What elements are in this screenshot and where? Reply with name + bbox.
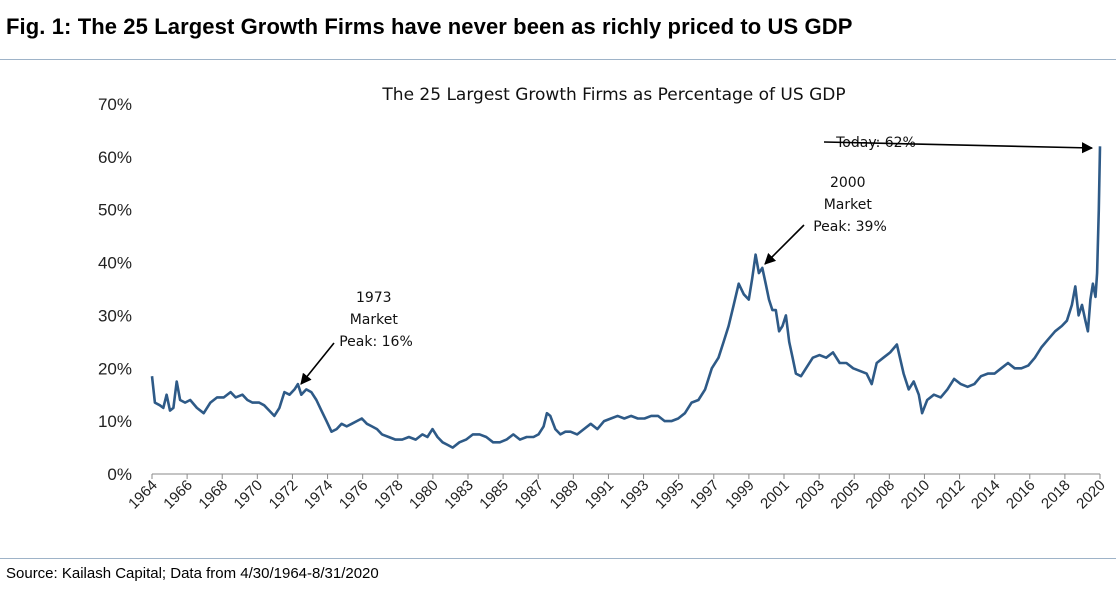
svg-text:2000 Market Peak:: 2000 Market Peak: 39% bbox=[813, 175, 887, 235]
x-tick-label: 2018 bbox=[1038, 477, 1074, 513]
x-tick-label: 1997 bbox=[687, 477, 723, 513]
figure-title: Fig. 1: The 25 Largest Growth Firms have… bbox=[6, 14, 853, 39]
x-tick-label: 2016 bbox=[1003, 477, 1039, 513]
line-chart: The 25 Largest Growth Firms as Percentag… bbox=[98, 85, 1109, 513]
top-rule bbox=[0, 59, 1116, 60]
annotation-2000-line-2: Market bbox=[824, 197, 873, 213]
y-tick-label: 50% bbox=[98, 201, 132, 220]
source-note: Source: Kailash Capital; Data from 4/30/… bbox=[6, 565, 379, 582]
annotation-1973-peak: 1973 Market Peak: 16% bbox=[300, 290, 413, 385]
x-tick-label: 2012 bbox=[933, 477, 969, 513]
x-tick-label: 1970 bbox=[231, 477, 267, 513]
annotation-1973-line-3: Peak: 16% bbox=[339, 334, 413, 350]
y-tick-label: 30% bbox=[98, 306, 132, 325]
x-tick-label: 2001 bbox=[757, 477, 793, 513]
annotation-1973-line-2: Market bbox=[350, 312, 399, 328]
x-tick-label: 2005 bbox=[827, 477, 863, 513]
annotation-2000-line-3: Peak: 39% bbox=[813, 219, 887, 235]
series-line bbox=[150, 146, 1102, 449]
x-tick-label: 1993 bbox=[617, 477, 653, 513]
annotation-2000-peak: 2000 Market Peak: 39% bbox=[764, 175, 887, 265]
x-tick-label: 2008 bbox=[863, 477, 899, 513]
annotation-today: Today: 62% bbox=[823, 135, 1094, 154]
x-tick-label: 1978 bbox=[371, 477, 407, 513]
y-axis: 0% 10% 20% 30% 40% 50% 60% 70% bbox=[98, 95, 132, 484]
x-tick-label: 1999 bbox=[722, 477, 758, 513]
x-tick-label: 1980 bbox=[406, 477, 442, 513]
annotation-1973-line-1: 1973 bbox=[356, 290, 392, 306]
x-tick-label: 2020 bbox=[1073, 477, 1109, 513]
x-tick-label: 1976 bbox=[336, 477, 372, 513]
y-tick-label: 40% bbox=[98, 254, 132, 273]
x-tick-label: 2014 bbox=[968, 477, 1004, 513]
plot-area bbox=[150, 146, 1102, 449]
x-tick-label: 1991 bbox=[582, 477, 618, 513]
x-axis: 1964 1966 1968 1970 1972 1974 1976 1978 1980 1983… bbox=[125, 473, 1109, 513]
x-tick-label: 1987 bbox=[511, 477, 547, 513]
chart-title: The 25 Largest Growth Firms as Percentag… bbox=[381, 85, 845, 105]
bottom-rule bbox=[0, 558, 1116, 559]
svg-text:1973 Market Peak:: 1973 Market Peak: 16% bbox=[339, 290, 413, 350]
x-tick-label: 1983 bbox=[441, 477, 477, 513]
x-tick-label: 1966 bbox=[160, 477, 196, 513]
x-tick-label: 2003 bbox=[792, 477, 828, 513]
x-tick-label: 1995 bbox=[652, 477, 688, 513]
annotation-today-arrow bbox=[823, 141, 1094, 154]
y-tick-label: 70% bbox=[98, 95, 132, 114]
x-tick-label: 1985 bbox=[476, 477, 512, 513]
y-tick-label: 20% bbox=[98, 359, 132, 378]
annotation-2000-arrow bbox=[764, 224, 805, 265]
annotation-1973-arrow bbox=[300, 342, 335, 385]
x-tick-label: 1974 bbox=[301, 477, 337, 513]
y-tick-label: 10% bbox=[98, 412, 132, 431]
annotation-2000-line-1: 2000 bbox=[830, 175, 866, 191]
y-tick-label: 60% bbox=[98, 148, 132, 167]
x-tick-label: 1972 bbox=[266, 477, 302, 513]
y-tick-label: 0% bbox=[107, 465, 132, 484]
x-tick-label: 1968 bbox=[195, 477, 231, 513]
x-tick-label: 1989 bbox=[547, 477, 583, 513]
x-tick-label: 2010 bbox=[898, 477, 934, 513]
